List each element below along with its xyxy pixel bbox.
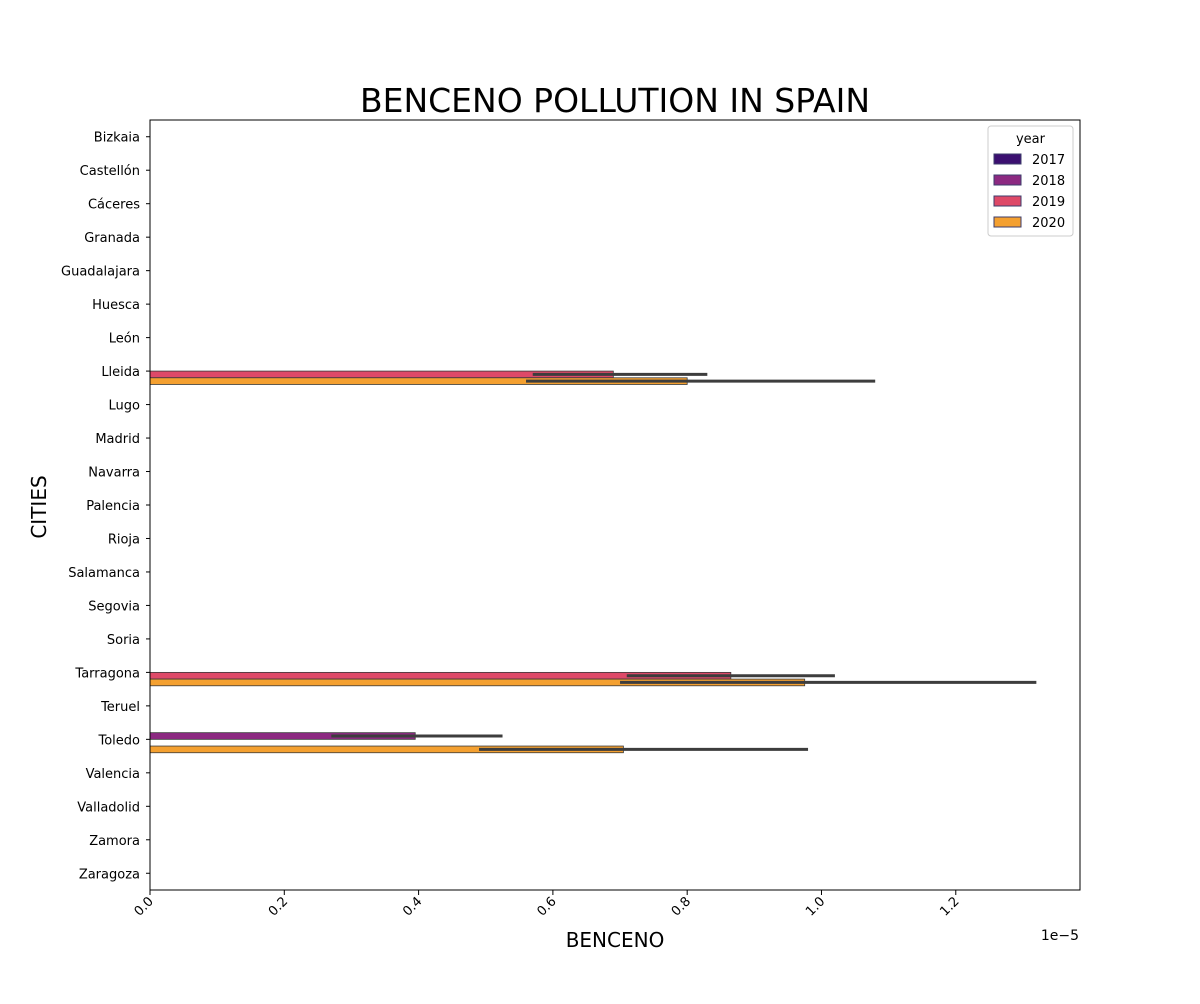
chart-title: BENCENO POLLUTION IN SPAIN [360, 81, 870, 120]
y-tick-label: Salamanca [68, 566, 140, 581]
error-bars [331, 372, 1037, 751]
x-tick-label: 0.6 [534, 894, 559, 919]
y-tick-label: Tarragona [74, 666, 140, 681]
y-tick-label: Zamora [89, 834, 140, 849]
bars [149, 370, 806, 754]
x-tick-label: 0.2 [266, 894, 291, 919]
legend-swatch-2019 [993, 195, 1022, 207]
x-tick-label: 1.2 [937, 894, 962, 919]
x-axis-label: BENCENO [566, 928, 665, 952]
y-tick-label: Zaragoza [79, 867, 140, 882]
y-tick-label: León [109, 332, 140, 347]
axis-ticks: Bizkaia Castellón Cáceres Granada Guadalajar… [61, 131, 963, 920]
y-tick-label: Granada [84, 231, 140, 246]
legend-swatch-2018 [993, 174, 1022, 186]
legend-swatch-2020 [993, 216, 1022, 228]
y-tick-label: Lugo [109, 399, 141, 414]
y-tick-label: Toledo [97, 733, 140, 748]
legend-label-2019: 2019 [1032, 195, 1065, 210]
y-tick-label: Valladolid [77, 800, 140, 815]
x-tick-label: 0.0 [132, 894, 157, 919]
legend-label-2018: 2018 [1032, 174, 1065, 189]
y-tick-label: Segovia [88, 599, 140, 614]
x-tick-label: 1.0 [803, 894, 828, 919]
y-tick-label: Madrid [95, 432, 140, 447]
y-tick-label: Rioja [108, 532, 140, 547]
legend-title: year [1016, 132, 1046, 147]
y-tick-label: Huesca [92, 298, 140, 313]
legend-label-2020: 2020 [1032, 216, 1065, 231]
y-axis-label: CITIES [27, 475, 51, 538]
y-tick-label: Teruel [100, 700, 140, 715]
x-tick-label: 0.8 [669, 894, 694, 919]
x-tick-label: 0.4 [400, 894, 425, 919]
y-tick-label: Bizkaia [94, 131, 140, 146]
plot-frame [149, 119, 1081, 891]
y-tick-label: Castellón [80, 164, 140, 179]
legend-swatch-2017 [993, 153, 1022, 165]
y-tick-label: Cáceres [88, 198, 140, 213]
legend: year 2017 2018 2019 2020 [987, 125, 1074, 237]
y-tick-label: Palencia [86, 499, 140, 514]
y-tick-label: Navarra [88, 466, 140, 481]
y-tick-label: Lleida [101, 365, 140, 380]
y-tick-label: Valencia [86, 767, 140, 782]
y-tick-label: Soria [107, 633, 140, 648]
legend-label-2017: 2017 [1032, 153, 1065, 168]
x-offset-label: 1e−5 [1041, 928, 1079, 944]
y-tick-label: Guadalajara [61, 265, 140, 280]
